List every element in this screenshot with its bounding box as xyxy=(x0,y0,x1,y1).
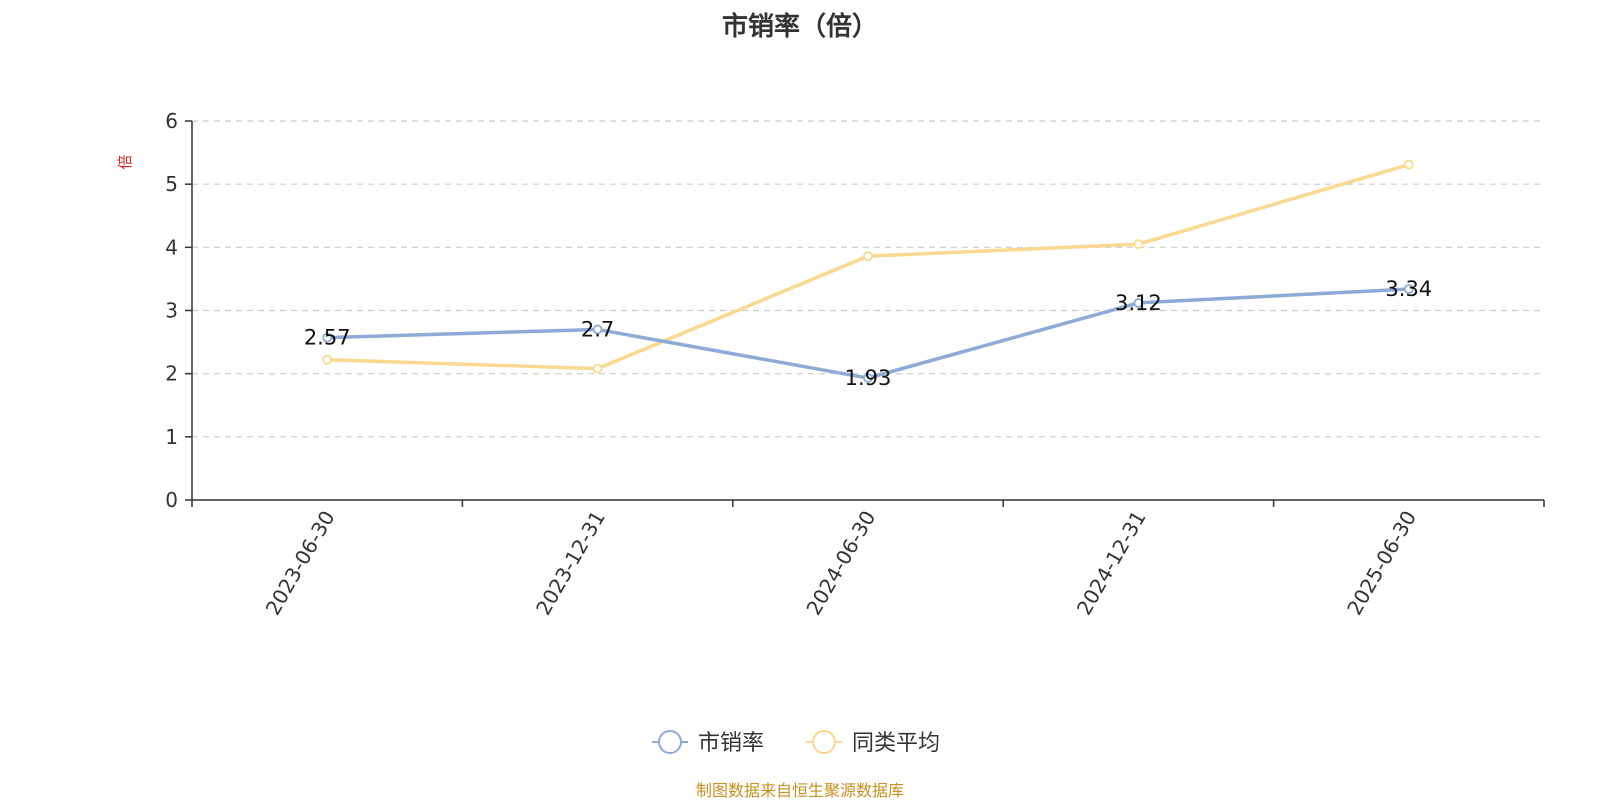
data-label: 3.12 xyxy=(1115,291,1162,315)
y-tick-label: 2 xyxy=(165,362,178,386)
data-point xyxy=(863,251,873,262)
data-point xyxy=(592,363,603,374)
legend: 市销率 同类平均 xyxy=(652,730,940,756)
legend-marker xyxy=(658,730,682,754)
data-label: 2.57 xyxy=(304,326,351,350)
x-tick-label: 2024-12-31 xyxy=(1072,507,1151,620)
data-label: 3.34 xyxy=(1385,277,1432,301)
series-line-1 xyxy=(327,162,1410,371)
data-point xyxy=(1133,298,1144,308)
y-tick-label: 3 xyxy=(165,299,178,323)
data-point xyxy=(1133,239,1144,250)
chart-title: 市销率（倍） xyxy=(721,12,878,42)
y-tick-label: 0 xyxy=(165,488,178,512)
legend-label: 同类平均 xyxy=(852,731,940,756)
y-tick-label: 4 xyxy=(165,235,178,259)
data-label: 2.7 xyxy=(581,317,614,341)
y-tick-label: 6 xyxy=(165,109,178,133)
y-tick-label: 1 xyxy=(165,425,178,449)
y-tick-label: 5 xyxy=(165,172,178,196)
data-labels: 2.57 2.7 1.93 3.12 3.34 xyxy=(304,277,1432,390)
x-tick-label: 2024-06-30 xyxy=(801,507,880,620)
data-label: 1.93 xyxy=(845,366,892,390)
series-lines xyxy=(322,159,1414,383)
data-point xyxy=(322,332,333,343)
data-point xyxy=(592,324,603,335)
data-point xyxy=(1403,284,1414,294)
x-tick-label: 2023-12-31 xyxy=(531,507,610,620)
legend-label: 市销率 xyxy=(698,731,764,756)
data-point xyxy=(863,373,873,383)
x-tick-label: 2025-06-30 xyxy=(1342,507,1421,620)
y-axis-label: 倍 xyxy=(116,154,134,169)
legend-marker xyxy=(812,730,836,754)
data-point xyxy=(322,354,333,365)
x-tick-label: 2023-06-30 xyxy=(261,507,340,620)
source-footer: 制图数据来自恒生聚源数据库 xyxy=(695,781,904,800)
axes: 0 1 2 3 4 5 6 倍 2023-06-30 2023-12-31 2024-06-30 20… xyxy=(116,109,1545,620)
data-point xyxy=(1403,159,1414,170)
